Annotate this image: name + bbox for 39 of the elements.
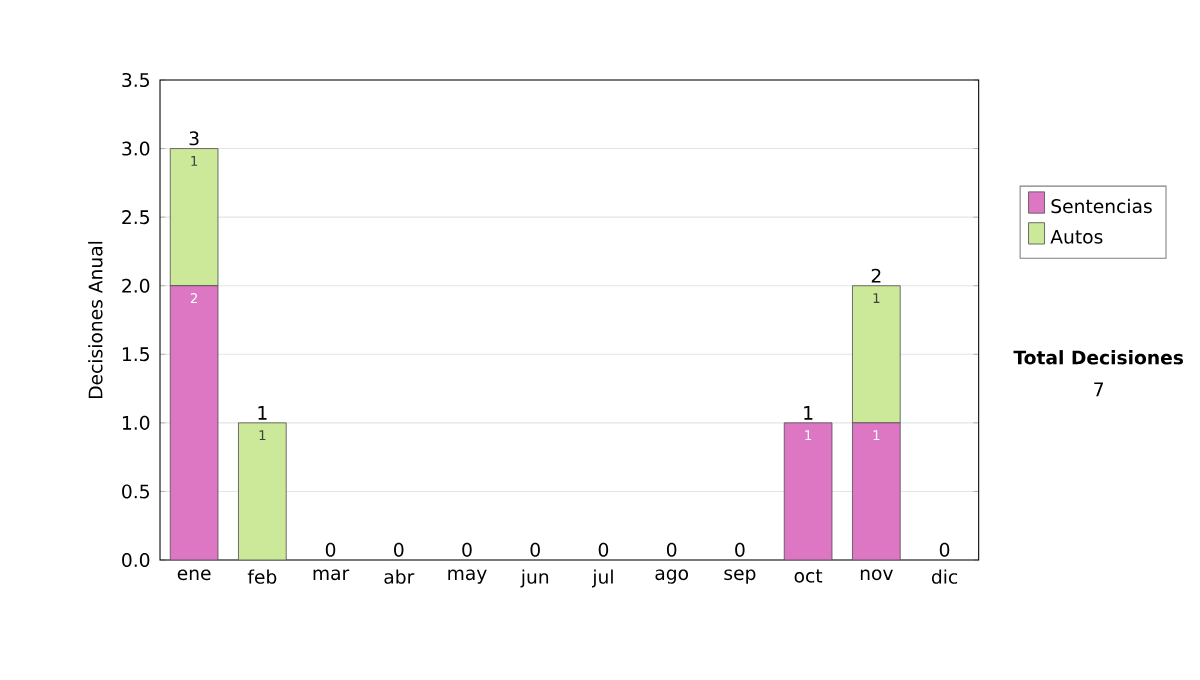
y-tick-label: 3.0 (122, 141, 150, 156)
text: 7 (1094, 382, 1104, 397)
y-tick-label: 2.0 (122, 278, 150, 293)
total-label: 0 (598, 542, 609, 557)
total-label: 0 (666, 542, 677, 557)
bar (783, 422, 833, 560)
total-label: 0 (462, 542, 472, 557)
total-label: 0 (939, 542, 950, 557)
y-tick-label: 0.5 (122, 484, 149, 499)
total-label: 1 (258, 406, 267, 420)
x-tick-label: ene (177, 569, 211, 581)
x-tick-label: jul (592, 569, 613, 588)
total-label: 1 (804, 406, 813, 420)
total-label: 0 (325, 542, 336, 557)
x-tick-label: ago (655, 569, 688, 584)
y-tick-label: 1.5 (122, 347, 149, 362)
total-label: 2 (871, 268, 881, 283)
total-label: 3 (189, 131, 199, 146)
y-tick-label: 0.0 (122, 552, 150, 568)
bar (238, 422, 287, 560)
y-tick-label: 2.5 (122, 210, 149, 225)
x-tick-label: oct (794, 569, 823, 583)
x-tick-label: mar (313, 569, 350, 581)
x-tick-label: dic (931, 569, 958, 584)
x-tick-label: feb (247, 569, 277, 584)
y-axis-title: Decisiones Anual (88, 241, 103, 398)
text: Total Decisiones (1013, 350, 1184, 365)
total-label: 0 (735, 542, 745, 557)
legend-label: Sentencias (1051, 198, 1152, 214)
total-label: 0 (530, 542, 540, 557)
x-tick-label: abr (384, 569, 415, 584)
x-tick-label: nov (860, 569, 893, 581)
y-tick-label: 3.5 (122, 72, 149, 88)
total-label: 0 (394, 542, 404, 557)
x-tick-label: jun (520, 569, 549, 588)
legend-label: Autos (1050, 229, 1103, 244)
x-tick-label: may (448, 569, 487, 584)
y-tick-label: 1.0 (122, 415, 150, 430)
x-tick-label: sep (724, 569, 756, 584)
